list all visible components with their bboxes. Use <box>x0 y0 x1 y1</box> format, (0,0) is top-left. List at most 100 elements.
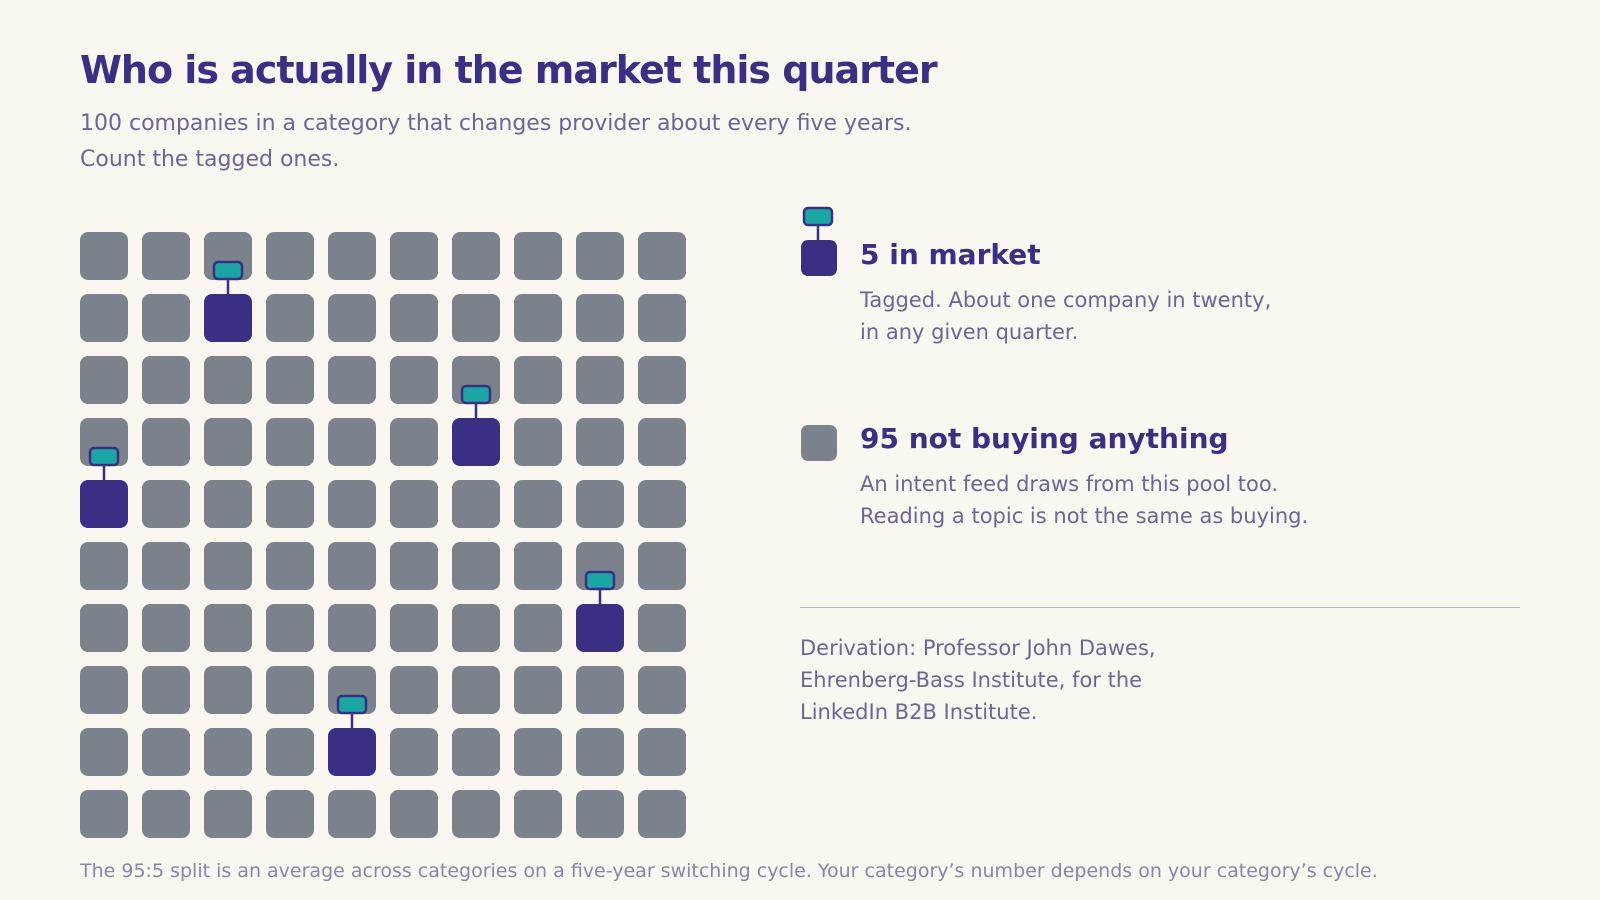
company-square <box>204 356 252 404</box>
in-market-tag-icon <box>336 694 368 715</box>
company-square <box>452 666 500 714</box>
in-market-company-square <box>80 480 128 528</box>
in-market-description-line-1: Tagged. About one company in twenty, <box>860 288 1272 312</box>
company-square <box>266 294 314 342</box>
company-square <box>80 356 128 404</box>
company-square <box>266 604 314 652</box>
company-square <box>514 542 562 590</box>
company-square <box>328 418 376 466</box>
company-square <box>80 232 128 280</box>
company-square <box>142 356 190 404</box>
company-square <box>328 356 376 404</box>
company-square <box>328 294 376 342</box>
company-square <box>80 728 128 776</box>
company-square <box>142 604 190 652</box>
company-square <box>452 728 500 776</box>
company-square <box>390 666 438 714</box>
company-square <box>638 666 686 714</box>
in-market-company-square <box>204 294 252 342</box>
in-market-legend-tag <box>802 206 834 227</box>
company-square <box>514 790 562 838</box>
in-market-description: Tagged. About one company in twenty, in … <box>860 284 1271 348</box>
subtitle-line-1: 100 companies in a category that changes… <box>80 111 912 136</box>
company-square <box>390 356 438 404</box>
company-square <box>142 232 190 280</box>
company-square <box>80 604 128 652</box>
company-square <box>514 294 562 342</box>
company-square <box>390 728 438 776</box>
company-square <box>576 418 624 466</box>
company-square <box>390 232 438 280</box>
company-square <box>638 294 686 342</box>
company-square <box>638 232 686 280</box>
company-square <box>452 790 500 838</box>
company-square <box>204 418 252 466</box>
company-square <box>638 356 686 404</box>
company-square <box>80 666 128 714</box>
company-square <box>638 480 686 528</box>
in-market-legend-square <box>801 240 837 276</box>
company-square <box>390 790 438 838</box>
subtitle: 100 companies in a category that changes… <box>80 106 912 178</box>
company-square <box>514 480 562 528</box>
section-divider <box>800 607 1520 608</box>
company-square <box>390 604 438 652</box>
company-square <box>328 542 376 590</box>
company-square <box>514 666 562 714</box>
company-square <box>452 480 500 528</box>
company-square <box>142 666 190 714</box>
company-square <box>576 728 624 776</box>
not-buying-legend-square <box>801 425 837 461</box>
in-market-heading: 5 in market <box>860 238 1041 271</box>
in-market-description-line-2: in any given quarter. <box>860 320 1079 344</box>
company-square <box>266 542 314 590</box>
in-market-company-square <box>328 728 376 776</box>
page-title: Who is actually in the market this quart… <box>80 48 938 92</box>
not-buying-description-line-1: An intent feed draws from this pool too. <box>860 472 1279 496</box>
company-square <box>266 728 314 776</box>
company-square <box>514 418 562 466</box>
company-square <box>266 480 314 528</box>
company-square <box>204 604 252 652</box>
derivation-line-3: LinkedIn B2B Institute. <box>800 700 1038 724</box>
company-square <box>452 542 500 590</box>
company-square <box>390 418 438 466</box>
not-buying-description-line-2: Reading a topic is not the same as buyin… <box>860 504 1309 528</box>
company-square <box>266 666 314 714</box>
in-market-tag-icon <box>212 260 244 281</box>
company-square <box>266 790 314 838</box>
company-square <box>204 790 252 838</box>
company-square <box>142 294 190 342</box>
company-square <box>142 542 190 590</box>
derivation-line-1: Derivation: Professor John Dawes, <box>800 636 1156 660</box>
company-square <box>576 480 624 528</box>
company-square <box>142 728 190 776</box>
company-square <box>514 728 562 776</box>
company-unit-grid <box>80 232 686 838</box>
company-square <box>576 790 624 838</box>
in-market-company-square <box>452 418 500 466</box>
subtitle-line-2: Count the tagged ones. <box>80 147 340 172</box>
company-square <box>142 418 190 466</box>
company-square <box>390 542 438 590</box>
company-square <box>576 294 624 342</box>
company-square <box>80 542 128 590</box>
company-square <box>638 542 686 590</box>
company-square <box>204 728 252 776</box>
company-square <box>142 480 190 528</box>
company-square <box>452 232 500 280</box>
company-square <box>328 232 376 280</box>
company-square <box>576 666 624 714</box>
footnote: The 95:5 split is an average across cate… <box>80 860 1378 882</box>
in-market-tag-icon <box>584 570 616 591</box>
company-square <box>452 294 500 342</box>
company-square <box>204 542 252 590</box>
in-market-tag-icon <box>460 384 492 405</box>
company-square <box>638 790 686 838</box>
company-square <box>328 480 376 528</box>
company-square <box>638 604 686 652</box>
company-square <box>266 356 314 404</box>
company-square <box>204 666 252 714</box>
in-market-legend-icon <box>801 206 837 276</box>
derivation-note: Derivation: Professor John Dawes, Ehrenb… <box>800 632 1156 728</box>
